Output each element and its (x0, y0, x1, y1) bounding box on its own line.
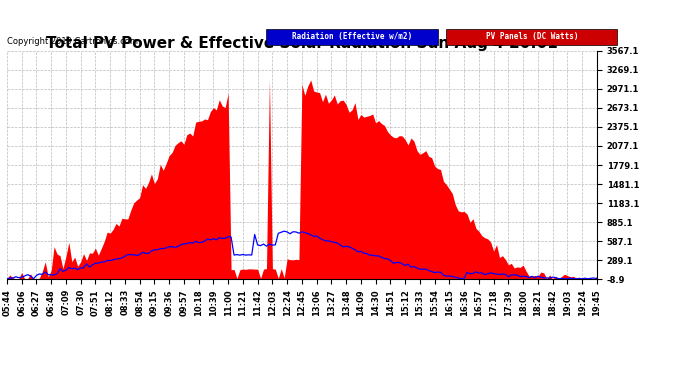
FancyBboxPatch shape (446, 29, 618, 45)
Text: PV Panels (DC Watts): PV Panels (DC Watts) (486, 32, 578, 41)
Title: Total PV Power & Effective Solar Radiation Sun Aug 4 20:01: Total PV Power & Effective Solar Radiati… (46, 36, 558, 51)
Text: Radiation (Effective w/m2): Radiation (Effective w/m2) (292, 32, 412, 41)
Text: Copyright 2019 Cartronics.com: Copyright 2019 Cartronics.com (7, 37, 138, 46)
FancyBboxPatch shape (266, 29, 437, 45)
